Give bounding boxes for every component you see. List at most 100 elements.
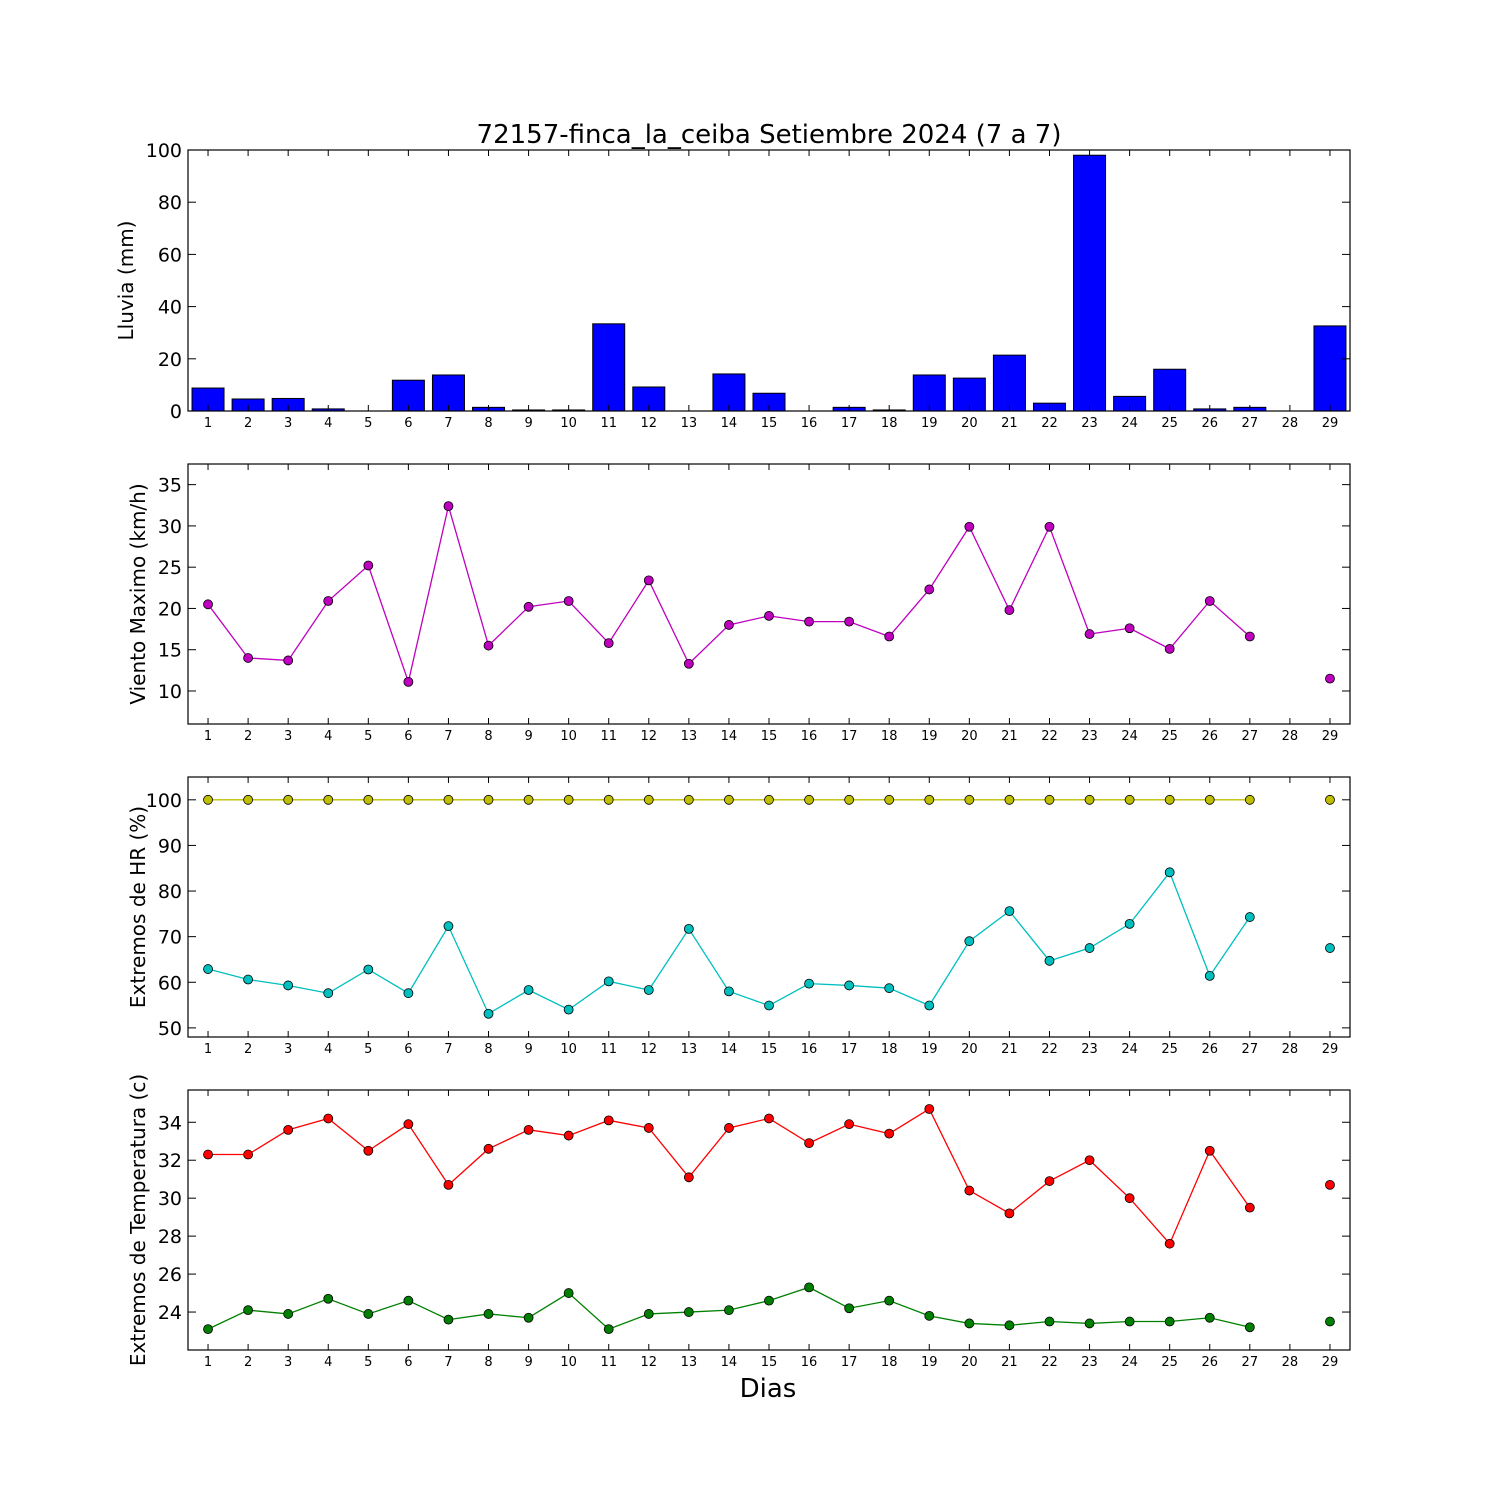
series-1-point-4 xyxy=(323,1113,334,1124)
bar-21 xyxy=(992,354,1026,412)
x-tick-label-1: 1 xyxy=(204,1042,212,1057)
x-tick-label-10: 10 xyxy=(560,729,577,744)
series-1-point-22 xyxy=(1044,521,1055,532)
series-1-point-1 xyxy=(203,599,213,610)
x-tick-label-10: 10 xyxy=(560,1355,577,1370)
x-tick-label-6: 6 xyxy=(404,729,412,744)
series-2-point-22 xyxy=(1044,1316,1055,1327)
x-tick-label-9: 9 xyxy=(524,729,532,744)
x-tick-label-9: 9 xyxy=(524,1355,532,1370)
series-1-point-10 xyxy=(563,1130,574,1141)
x-tick-label-24: 24 xyxy=(1121,416,1138,431)
x-tick-label-11: 11 xyxy=(600,729,617,744)
y-axis-label: Extremos de HR (%) xyxy=(126,806,150,1008)
series-2-point-13 xyxy=(683,923,694,934)
series-2-point-9 xyxy=(523,1312,534,1323)
y-tick-label-80: 80 xyxy=(158,192,182,214)
x-tick-label-9: 9 xyxy=(524,1042,532,1057)
series-2-point-20 xyxy=(964,1318,975,1329)
x-tick-label-25: 25 xyxy=(1161,729,1178,744)
series-1-point-24 xyxy=(1124,794,1135,805)
series-2-point-19 xyxy=(924,1310,935,1321)
x-tick-label-13: 13 xyxy=(681,1355,698,1370)
x-tick-label-27: 27 xyxy=(1242,729,1259,744)
x-tick-label-8: 8 xyxy=(484,1042,492,1057)
x-tick-label-23: 23 xyxy=(1081,729,1098,744)
series-1-point-16 xyxy=(804,616,814,627)
series-1-point-23 xyxy=(1084,1155,1095,1166)
y-tick-label-50: 50 xyxy=(158,1018,182,1040)
x-tick-label-18: 18 xyxy=(881,1042,898,1057)
series-2-point-1 xyxy=(203,964,213,974)
series-2-point-11 xyxy=(603,1324,614,1335)
x-tick-label-8: 8 xyxy=(484,1355,492,1370)
y-tick-label-60: 60 xyxy=(158,972,182,994)
x-tick-label-2: 2 xyxy=(244,1355,252,1370)
x-tick-label-23: 23 xyxy=(1081,416,1098,431)
y-axis-label: Lluvia (mm) xyxy=(114,221,138,341)
series-1-point-23 xyxy=(1084,794,1095,805)
series-1-point-5 xyxy=(363,1145,374,1156)
series-2-point-6 xyxy=(403,1295,414,1306)
series-1-point-11 xyxy=(603,794,614,805)
x-tick-label-17: 17 xyxy=(841,729,858,744)
series-1-point-4 xyxy=(323,794,334,805)
x-tick-label-22: 22 xyxy=(1041,416,1058,431)
series-2-point-14 xyxy=(724,1305,734,1316)
bar-14 xyxy=(712,373,746,412)
series-1-point-29 xyxy=(1325,673,1335,684)
series-1-point-14 xyxy=(724,620,734,630)
x-tick-label-19: 19 xyxy=(921,1042,938,1057)
series-1-point-26 xyxy=(1204,596,1215,606)
x-tick-label-27: 27 xyxy=(1242,416,1259,431)
y-tick-label-15: 15 xyxy=(158,640,182,662)
series-1-point-15 xyxy=(764,794,774,805)
series-1-point-21 xyxy=(1004,605,1015,615)
series-2-point-9 xyxy=(523,985,534,995)
x-tick-label-14: 14 xyxy=(721,416,738,431)
series-1-point-11 xyxy=(603,638,614,649)
series-1-point-6 xyxy=(403,1119,414,1130)
x-tick-label-11: 11 xyxy=(600,1042,617,1057)
series-2-point-1 xyxy=(203,1324,213,1335)
series-1-point-12 xyxy=(643,575,654,586)
series-2-point-24 xyxy=(1124,918,1135,929)
panel-frame xyxy=(187,463,1351,725)
series-1-point-10 xyxy=(563,596,574,606)
x-tick-label-15: 15 xyxy=(761,416,778,431)
x-tick-label-9: 9 xyxy=(524,416,532,431)
series-2-point-13 xyxy=(683,1307,694,1317)
series-1-point-19 xyxy=(924,1104,935,1114)
y-tick-label-90: 90 xyxy=(158,835,182,857)
series-1-point-20 xyxy=(964,521,975,532)
x-tick-label-8: 8 xyxy=(484,729,492,744)
x-tick-label-16: 16 xyxy=(801,1042,818,1057)
series-1-point-18 xyxy=(884,794,895,805)
x-tick-label-20: 20 xyxy=(961,729,978,744)
series-2-point-22 xyxy=(1044,955,1055,966)
series-1-point-20 xyxy=(964,794,975,805)
x-tick-label-3: 3 xyxy=(284,1355,292,1370)
series-2-point-19 xyxy=(924,1000,935,1011)
x-tick-label-7: 7 xyxy=(444,1355,452,1370)
y-tick-label-24: 24 xyxy=(158,1302,182,1324)
series-2-point-21 xyxy=(1004,906,1015,917)
bar-29 xyxy=(1313,325,1347,412)
series-1-point-5 xyxy=(363,560,374,571)
series-2-point-3 xyxy=(283,1309,294,1319)
y-tick-label-34: 34 xyxy=(158,1112,182,1134)
series-1-point-10 xyxy=(563,794,574,805)
x-tick-label-20: 20 xyxy=(961,416,978,431)
series-2-point-5 xyxy=(363,964,374,975)
series-2-point-7 xyxy=(443,921,454,932)
series-1-point-16 xyxy=(804,794,814,805)
series-2-point-23 xyxy=(1084,1318,1095,1329)
series-1-point-20 xyxy=(964,1185,975,1196)
x-tick-label-10: 10 xyxy=(560,416,577,431)
x-tick-label-11: 11 xyxy=(600,1355,617,1370)
series-1-point-1 xyxy=(203,1149,213,1160)
x-tick-label-18: 18 xyxy=(881,1355,898,1370)
series-1-point-22 xyxy=(1044,794,1055,805)
x-tick-label-22: 22 xyxy=(1041,1355,1058,1370)
